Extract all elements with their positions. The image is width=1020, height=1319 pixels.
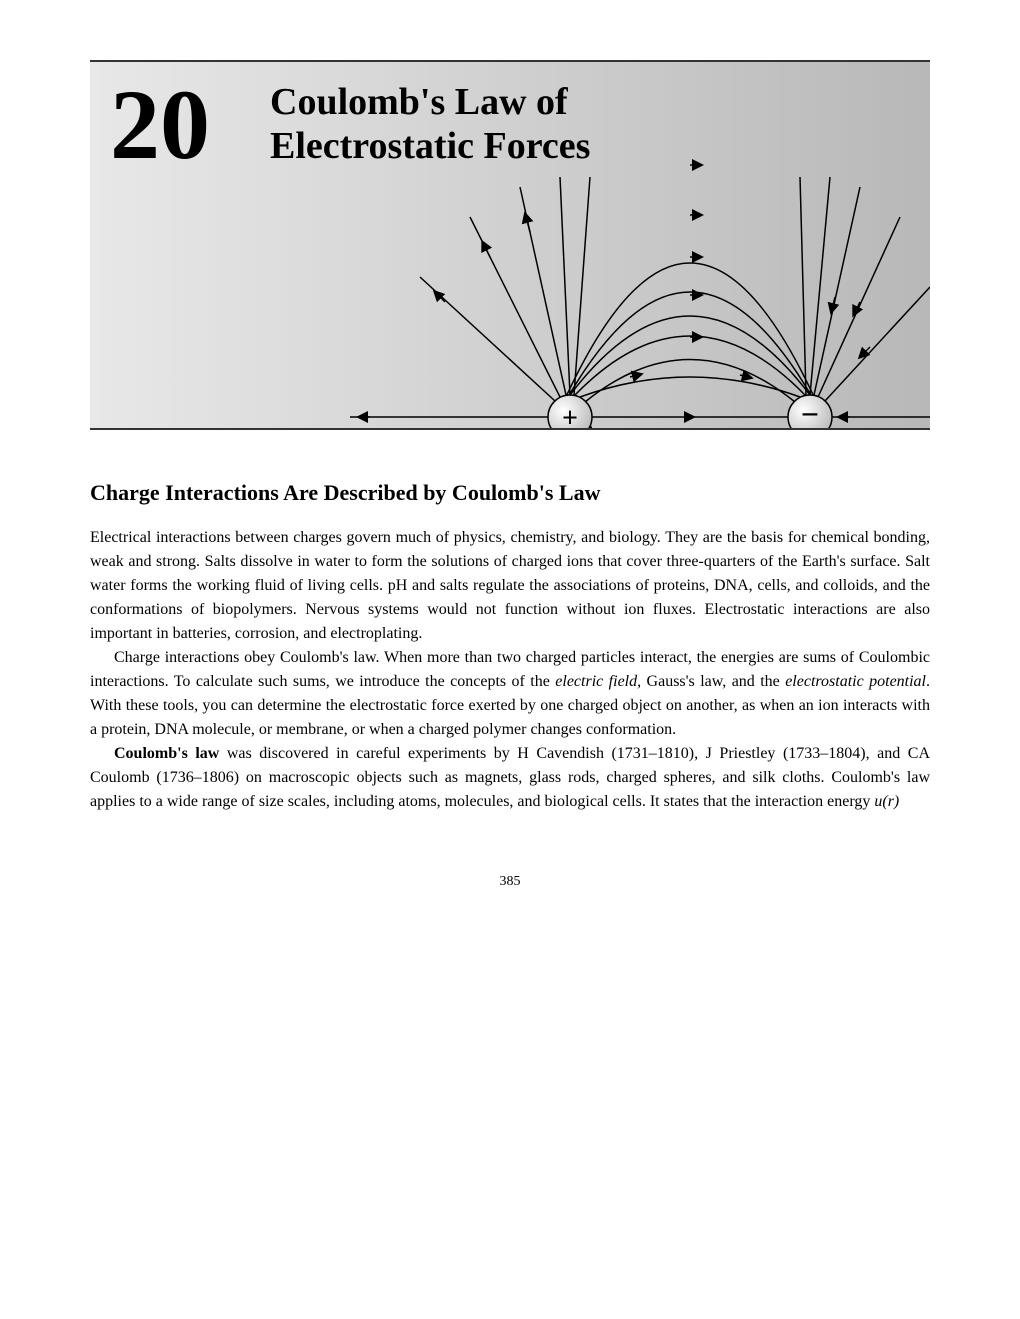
section-title: Charge Interactions Are Described by Cou…	[90, 480, 930, 506]
page: 20 Coulomb's Law of Electrostatic Forces	[0, 0, 1020, 930]
chapter-title-line1: Coulomb's Law of	[270, 80, 590, 124]
page-number: 385	[90, 874, 930, 890]
body-text: Electrical interactions between charges …	[90, 526, 930, 814]
paragraph-1: Electrical interactions between charges …	[90, 526, 930, 646]
minus-symbol: −	[801, 396, 819, 430]
paragraph-3: Coulomb's law was discovered in careful …	[90, 742, 930, 814]
field-lines-diagram: + −	[90, 137, 930, 430]
paragraph-2: Charge interactions obey Coulomb's law. …	[90, 646, 930, 742]
chapter-header: 20 Coulomb's Law of Electrostatic Forces	[90, 60, 930, 430]
plus-symbol: +	[562, 403, 578, 430]
